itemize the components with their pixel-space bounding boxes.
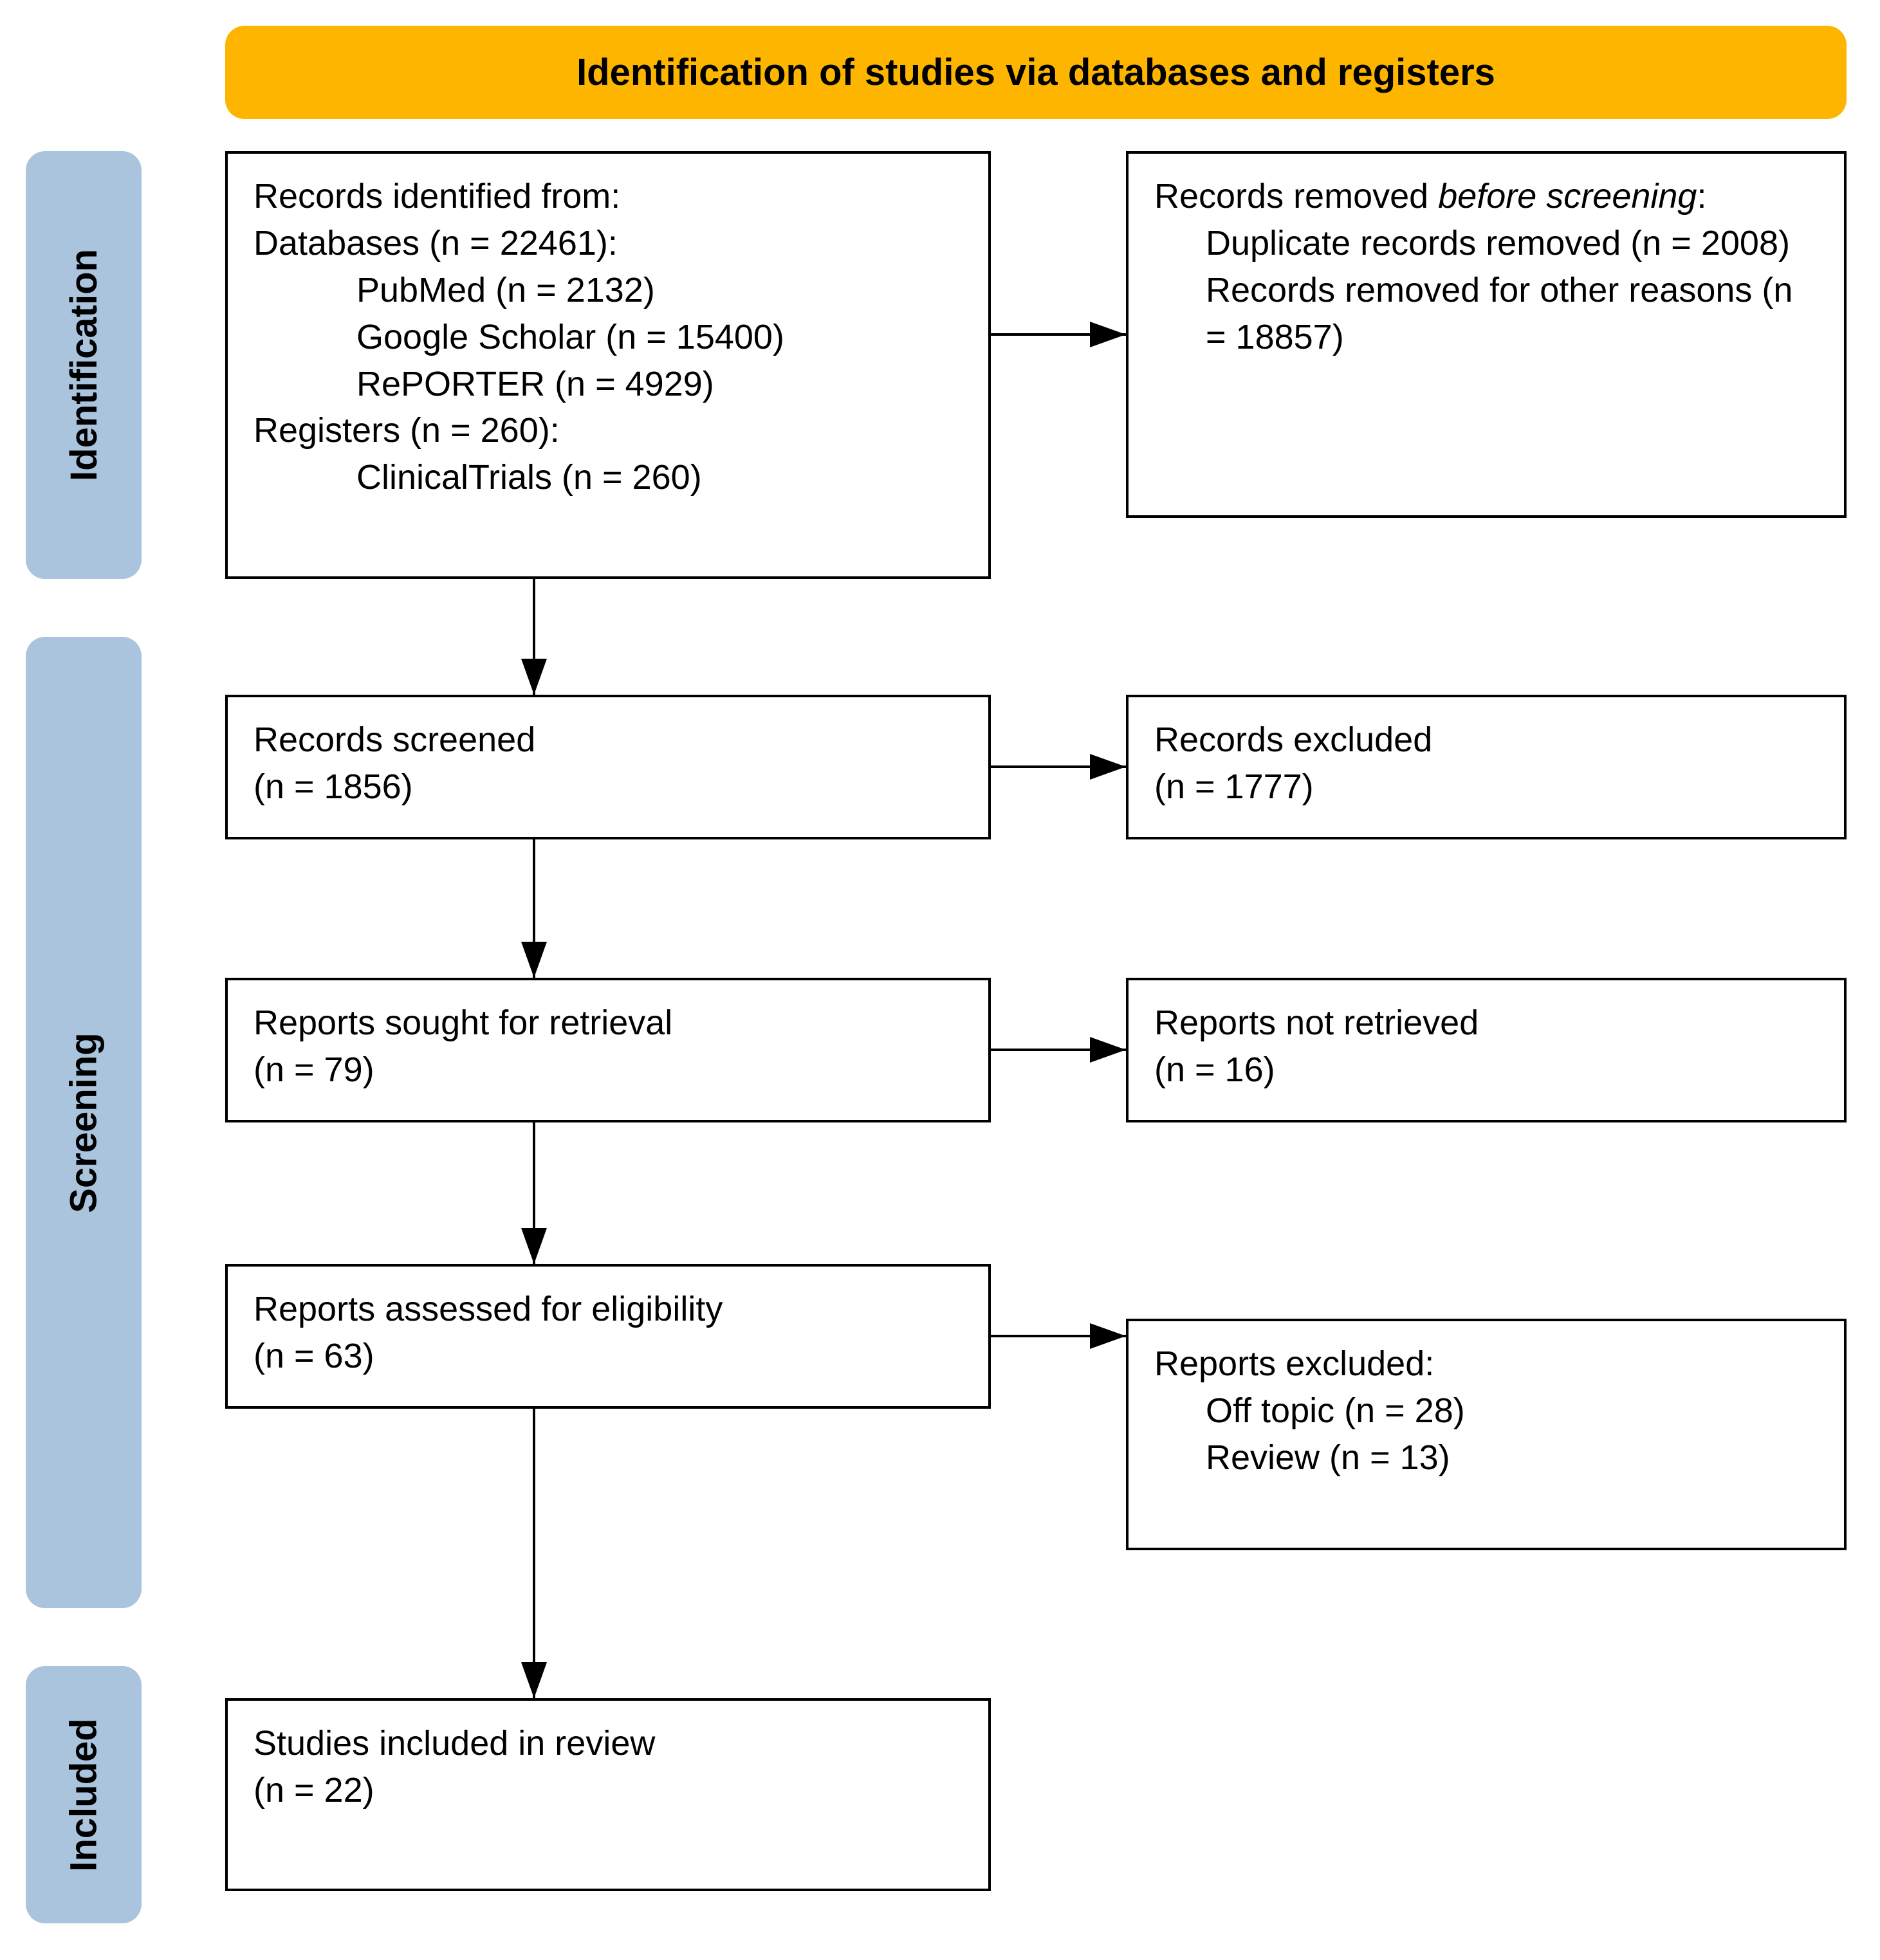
box-line: ClinicalTrials (n = 260) xyxy=(253,454,963,501)
header-text: Identification of studies via databases … xyxy=(576,51,1495,94)
box-line: Reports excluded: xyxy=(1154,1341,1818,1388)
box-line: Records screened xyxy=(253,717,963,764)
box-line: PubMed (n = 2132) xyxy=(253,267,963,314)
box-line: Reports assessed for eligibility xyxy=(253,1286,963,1333)
box-line: Records removed before screening: xyxy=(1154,173,1818,220)
sidebar-label: Identification xyxy=(62,249,106,481)
box-line: (n = 1856) xyxy=(253,764,963,811)
box-line: (n = 16) xyxy=(1154,1047,1818,1094)
sidebar-screening: Screening xyxy=(26,637,142,1608)
box-reports-excluded: Reports excluded:Off topic (n = 28)Revie… xyxy=(1126,1319,1847,1550)
sidebar-label: Included xyxy=(62,1718,106,1871)
box-line: (n = 79) xyxy=(253,1047,963,1094)
box-line: Studies included in review xyxy=(253,1720,963,1767)
box-line: (n = 1777) xyxy=(1154,764,1818,811)
box-reports-sought: Reports sought for retrieval(n = 79) xyxy=(225,978,991,1122)
box-line: Off topic (n = 28) xyxy=(1154,1388,1818,1434)
box-line: (n = 22) xyxy=(253,1767,963,1814)
box-line: Registers (n = 260): xyxy=(253,407,963,454)
box-records-screened: Records screened(n = 1856) xyxy=(225,695,991,839)
sidebar-included: Included xyxy=(26,1666,142,1923)
header-bar: Identification of studies via databases … xyxy=(225,26,1847,119)
sidebar-identification: Identification xyxy=(26,151,142,579)
box-line: Records removed for other reasons (n = 1… xyxy=(1154,267,1818,361)
sidebar-label: Screening xyxy=(62,1032,106,1213)
box-line: Records identified from: xyxy=(253,173,963,220)
box-records-excluded: Records excluded(n = 1777) xyxy=(1126,695,1847,839)
box-line: Databases (n = 22461): xyxy=(253,220,963,267)
box-line: (n = 63) xyxy=(253,1333,963,1380)
box-line: Reports sought for retrieval xyxy=(253,1000,963,1047)
box-reports-assessed: Reports assessed for eligibility(n = 63) xyxy=(225,1264,991,1409)
box-line: Google Scholar (n = 15400) xyxy=(253,314,963,361)
prisma-flowchart: Identification of studies via databases … xyxy=(26,26,1854,1934)
box-line: RePORTER (n = 4929) xyxy=(253,361,963,408)
box-reports-not-retrieved: Reports not retrieved(n = 16) xyxy=(1126,978,1847,1122)
box-records-identified: Records identified from:Databases (n = 2… xyxy=(225,151,991,579)
box-line: Duplicate records removed (n = 2008) xyxy=(1154,220,1818,267)
box-studies-included: Studies included in review(n = 22) xyxy=(225,1698,991,1891)
box-records-removed-before: Records removed before screening:Duplica… xyxy=(1126,151,1847,518)
box-line: Reports not retrieved xyxy=(1154,1000,1818,1047)
box-line: Records excluded xyxy=(1154,717,1818,764)
box-line: Review (n = 13) xyxy=(1154,1434,1818,1481)
